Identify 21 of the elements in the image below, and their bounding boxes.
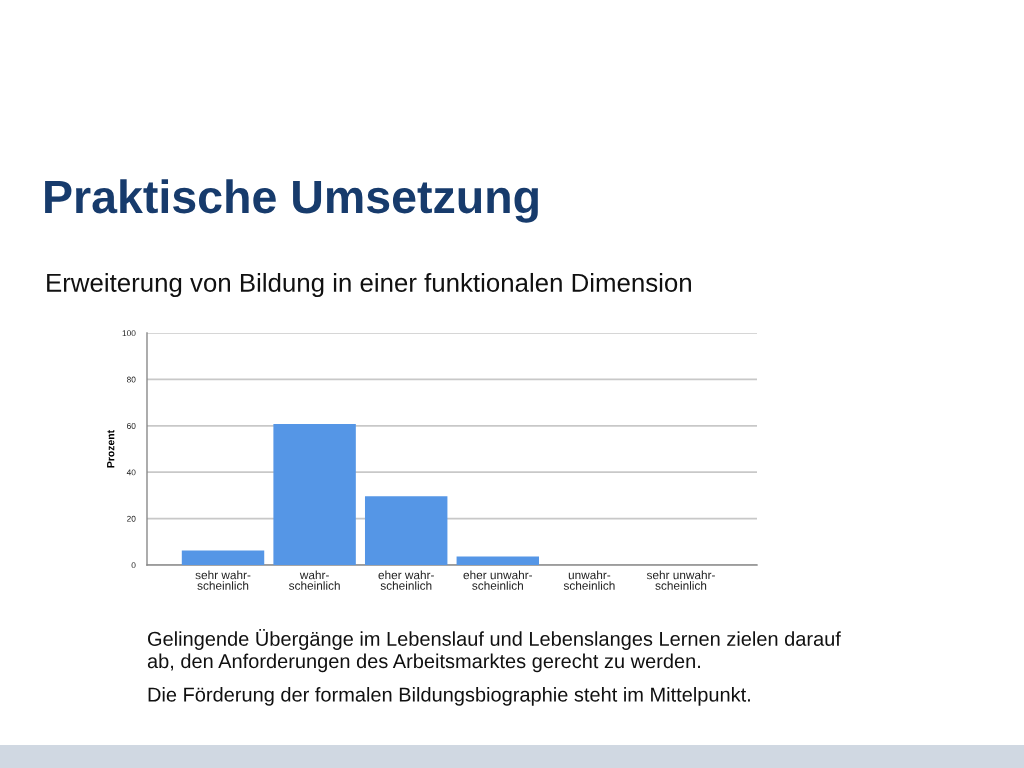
bar	[273, 423, 356, 565]
x-tick-label: sehr wahr- scheinlich	[195, 570, 251, 590]
x-tick-label: eher wahr- scheinlich	[378, 570, 434, 590]
y-tick-label: 0	[131, 562, 136, 569]
x-tick-label: unwahr- scheinlich	[563, 570, 615, 590]
y-axis-title: Prozent	[107, 430, 115, 468]
bar	[364, 496, 448, 565]
y-tick-label: 100	[122, 330, 136, 337]
y-tick-label: 80	[126, 376, 136, 383]
bar	[456, 556, 540, 565]
chart-subtitle: Erweiterung von Bildung in einer funktionalen Dimension	[47, 272, 691, 298]
x-tick-label: wahr- scheinlich	[289, 570, 340, 590]
x-tick-label: eher unwahr- scheinlich	[463, 570, 533, 590]
text: Gelingende Übergänge im Lebenslauf und Lebenslanges Lernen zielen darauf ab, den Anforderungen des Arbeitsmarktes gerecht zu werden.	[147, 629, 841, 673]
bar	[181, 550, 265, 565]
chart-title: Praktische Umsetzung	[45, 179, 538, 223]
y-tick-label: 60	[127, 423, 136, 429]
x-tick-label: sehr unwahr- scheinlich	[646, 570, 715, 590]
y-tick-label: 20	[127, 515, 136, 522]
text: Die Förderung der formalen Bildungsbiographie steht im Mittelpunkt.	[148, 687, 750, 706]
y-tick-label: 40	[126, 469, 136, 476]
